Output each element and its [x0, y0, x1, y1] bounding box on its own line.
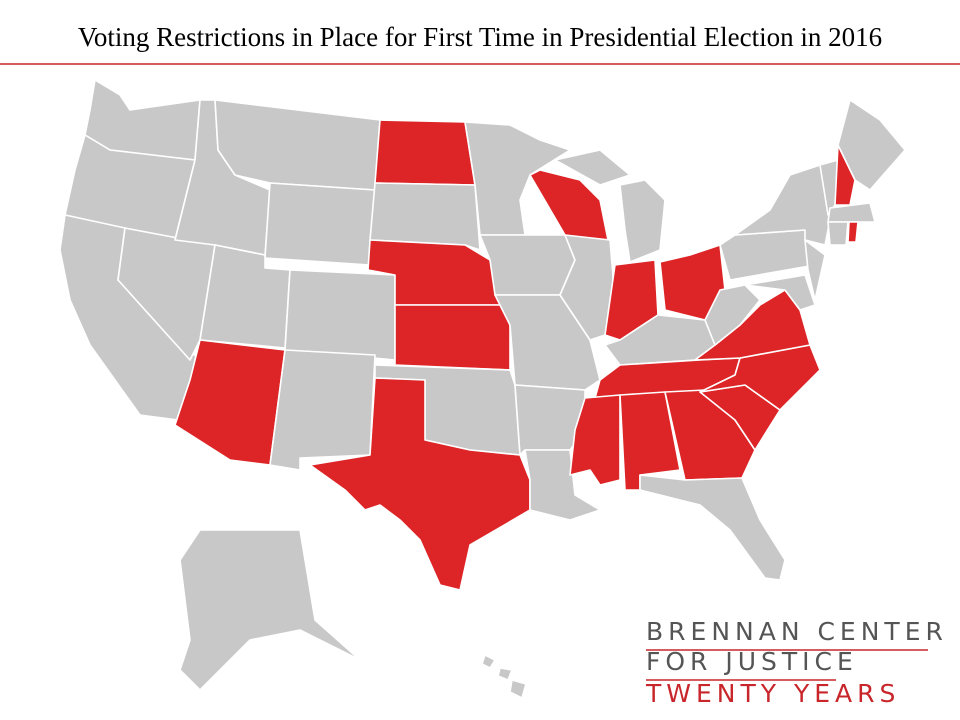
state-nm — [269, 349, 376, 471]
logo-line: TWENTY YEARS — [645, 679, 900, 708]
state-ut — [199, 244, 291, 349]
state-wy — [264, 182, 376, 266]
state-co — [284, 269, 396, 361]
state-hi-2 — [497, 667, 513, 681]
state-mt — [214, 99, 381, 191]
logo-line: FOR JUSTICE — [646, 647, 858, 676]
state-mi-lower — [619, 179, 666, 263]
state-hi-3 — [509, 679, 527, 699]
state-tx — [309, 377, 531, 591]
logo-line: BRENNAN CENTER — [646, 617, 948, 646]
state-ks — [394, 304, 511, 371]
state-me — [837, 99, 906, 191]
state-ma — [827, 202, 876, 223]
title: Voting Restrictions in Place for First T… — [78, 22, 882, 52]
us-map — [59, 79, 906, 699]
state-la — [524, 449, 601, 521]
state-mn — [464, 121, 571, 236]
state-nj — [804, 239, 826, 301]
state-nc — [699, 344, 821, 411]
state-ak — [179, 529, 361, 691]
state-hi-1 — [481, 654, 496, 669]
state-il — [559, 234, 616, 341]
state-ct — [827, 221, 849, 246]
state-sd — [369, 182, 481, 251]
state-pa — [719, 229, 816, 281]
state-md-de — [744, 274, 816, 311]
state-nd — [374, 119, 476, 186]
state-fl — [639, 474, 786, 581]
state-ri — [847, 221, 859, 243]
state-mi-upper — [554, 149, 631, 186]
state-ia — [479, 234, 576, 296]
logo: BRENNAN CENTER FOR JUSTICE TWENTY YEARS — [645, 617, 948, 708]
